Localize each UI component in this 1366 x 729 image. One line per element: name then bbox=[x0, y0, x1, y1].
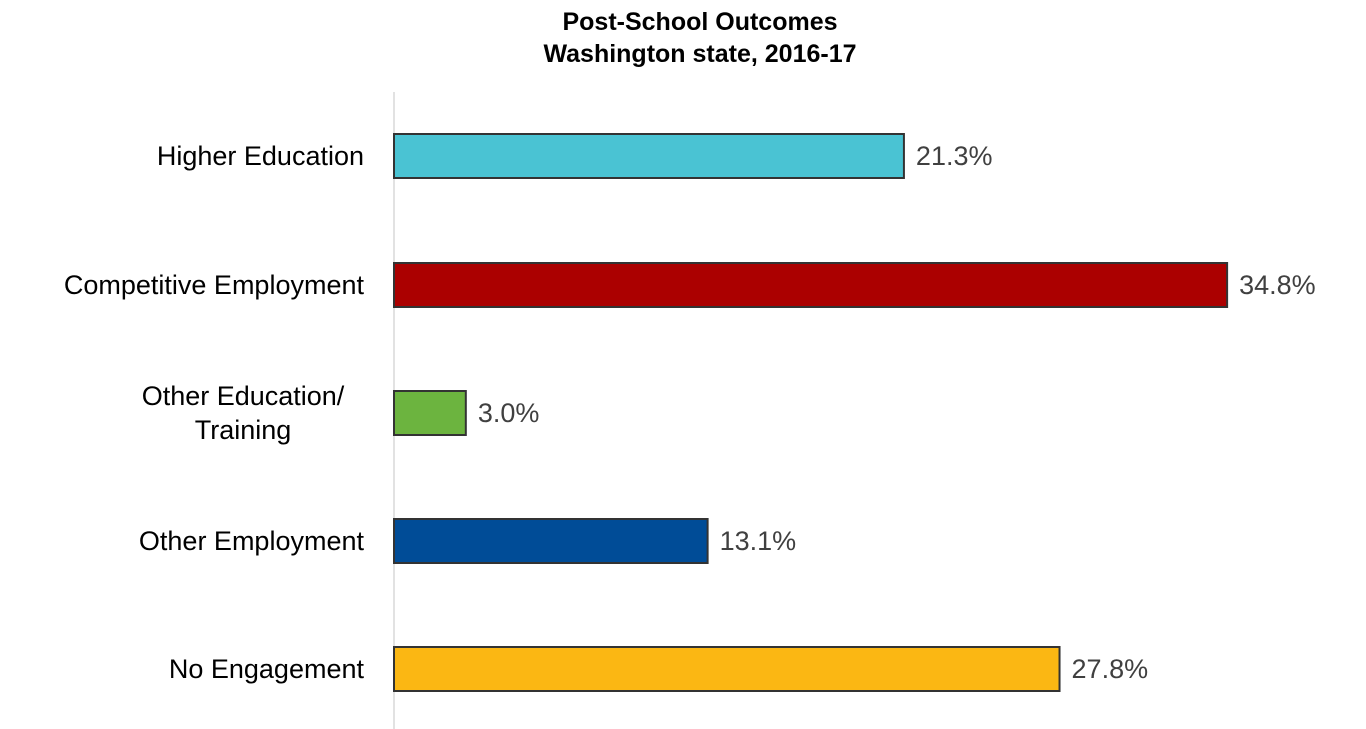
value-label-4: 27.8% bbox=[1072, 654, 1149, 684]
category-label-3: Other Employment bbox=[139, 526, 365, 556]
value-label-3: 13.1% bbox=[720, 526, 797, 556]
category-label-2-line-0: Other Education/ bbox=[142, 381, 345, 411]
value-label-1: 34.8% bbox=[1239, 270, 1316, 300]
chart-title-line-2: Washington state, 2016-17 bbox=[543, 40, 857, 68]
category-label-0: Higher Education bbox=[157, 141, 364, 171]
category-label-1: Competitive Employment bbox=[64, 270, 365, 300]
value-label-2: 3.0% bbox=[478, 398, 540, 428]
bar-1 bbox=[393, 262, 1229, 308]
value-labels-group: 21.3% 34.8% 3.0% 13.1% 27.8% bbox=[478, 141, 1316, 684]
chart-title-line-1: Post-School Outcomes bbox=[562, 8, 838, 36]
bar-3 bbox=[393, 518, 709, 564]
bars-group bbox=[393, 133, 1229, 692]
bar-0 bbox=[393, 133, 905, 179]
category-label-2-line-1: Training bbox=[195, 415, 292, 445]
category-label-4: No Engagement bbox=[169, 654, 365, 684]
bar-4 bbox=[393, 646, 1061, 692]
chart-title: Post-School Outcomes Washington state, 2… bbox=[0, 6, 1366, 70]
category-labels-group: Higher Education Competitive Employment Ot… bbox=[64, 141, 365, 684]
value-label-0: 21.3% bbox=[916, 141, 993, 171]
bar-2 bbox=[393, 390, 467, 436]
